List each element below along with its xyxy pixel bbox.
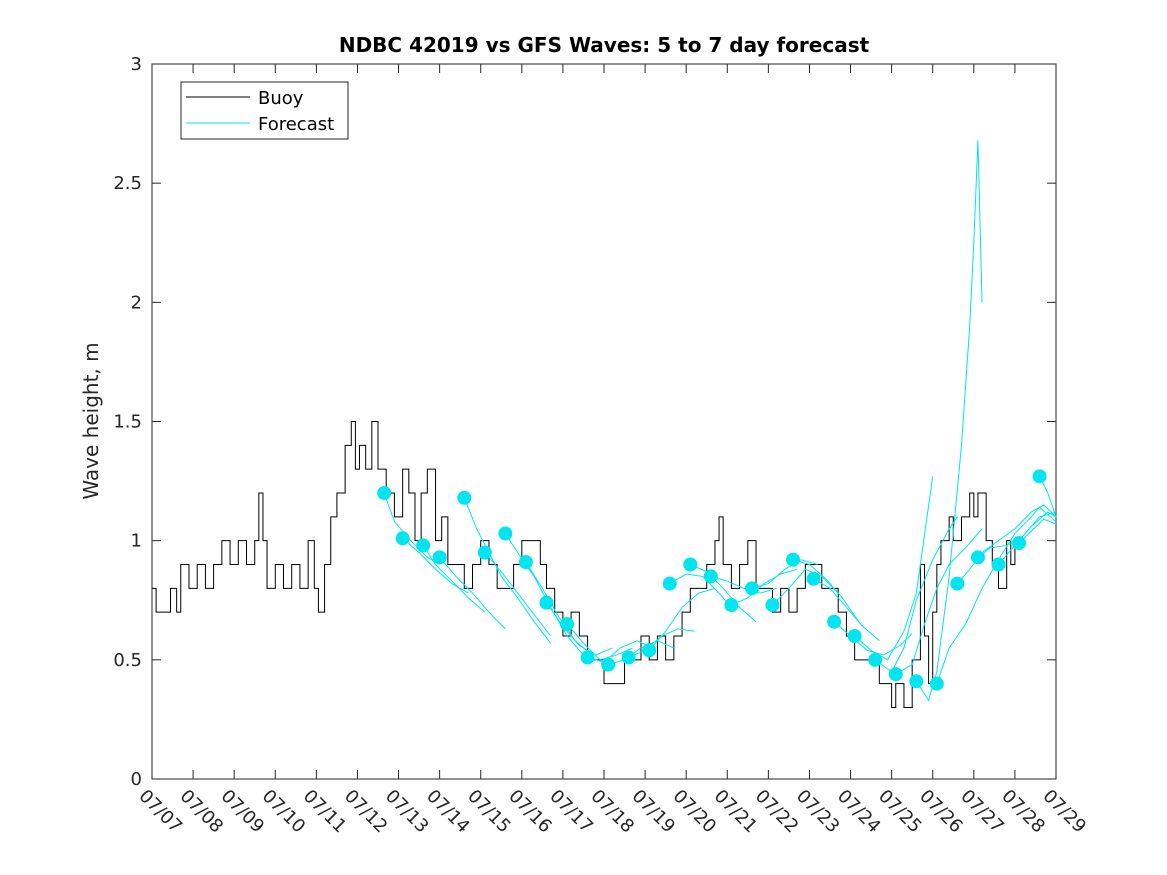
y-axis-label: Wave height, m bbox=[79, 342, 103, 499]
forecast-point bbox=[642, 643, 657, 658]
forecast-point bbox=[724, 598, 739, 613]
forecast-point bbox=[601, 657, 616, 672]
y-tick-label: 1 bbox=[131, 531, 142, 552]
forecast-point bbox=[395, 531, 410, 546]
chart-title: NDBC 42019 vs GFS Waves: 5 to 7 day fore… bbox=[339, 33, 870, 57]
forecast-point bbox=[847, 629, 862, 643]
forecast-series-line bbox=[648, 587, 716, 651]
forecast-series-line bbox=[998, 511, 1057, 565]
forecast-series-line bbox=[772, 568, 839, 606]
forecast-series-line bbox=[504, 533, 584, 656]
forecast-point bbox=[432, 550, 447, 565]
forecast-point bbox=[518, 555, 533, 570]
forecast-point bbox=[991, 557, 1006, 572]
y-tick-label: 0 bbox=[131, 769, 142, 790]
forecast-point bbox=[806, 571, 821, 586]
forecast-series-line bbox=[439, 557, 506, 630]
legend-forecast-label: Forecast bbox=[258, 114, 334, 135]
forecast-series-line bbox=[669, 573, 736, 613]
forecast-point bbox=[477, 545, 492, 560]
legend: Buoy Forecast bbox=[180, 81, 349, 140]
forecast-point bbox=[1032, 469, 1047, 484]
y-tick-label: 0.5 bbox=[113, 650, 142, 671]
forecast-series-line bbox=[525, 561, 593, 656]
forecast-series-line bbox=[566, 623, 633, 661]
forecast-series-line bbox=[915, 140, 983, 702]
forecast-point bbox=[539, 595, 554, 610]
forecast-series-line bbox=[792, 559, 860, 622]
forecast-point bbox=[416, 538, 431, 553]
forecast-point bbox=[909, 674, 924, 689]
series-layer bbox=[152, 140, 1057, 708]
forecast-series-line bbox=[751, 559, 818, 589]
forecast-series-line bbox=[854, 476, 934, 661]
forecast-point bbox=[377, 486, 392, 500]
forecast-point bbox=[970, 550, 985, 565]
forecast-series-line bbox=[383, 492, 440, 565]
legend-buoy-label: Buoy bbox=[258, 88, 304, 109]
forecast-point bbox=[868, 652, 883, 667]
forecast-series-line bbox=[731, 568, 798, 606]
forecast-point bbox=[457, 490, 472, 505]
y-tick-label: 1.5 bbox=[113, 412, 142, 433]
forecast-point bbox=[827, 614, 842, 629]
forecast-point bbox=[1012, 536, 1027, 551]
forecast-series-line bbox=[1018, 518, 1057, 544]
forecast-series-line bbox=[690, 564, 757, 623]
forecast-point bbox=[786, 552, 801, 567]
forecast-point bbox=[744, 581, 759, 596]
forecast-point bbox=[683, 557, 698, 572]
forecast-point bbox=[580, 650, 595, 665]
forecast-point bbox=[888, 667, 903, 682]
forecast-point bbox=[560, 617, 575, 632]
y-tick-label: 3 bbox=[131, 54, 142, 75]
forecast-point bbox=[703, 569, 718, 584]
y-tick-label: 2 bbox=[131, 292, 142, 313]
forecast-series-line bbox=[813, 578, 880, 642]
forecast-point bbox=[621, 650, 636, 665]
forecast-point bbox=[950, 576, 965, 591]
forecast-series-line bbox=[587, 640, 654, 663]
forecast-series-line bbox=[710, 575, 777, 594]
forecast-series-line bbox=[957, 504, 1057, 584]
forecast-point bbox=[662, 576, 677, 591]
forecast-series-line bbox=[546, 602, 613, 656]
forecast-series-line bbox=[895, 528, 983, 675]
forecast-series-line bbox=[484, 552, 551, 637]
forecast-point bbox=[765, 598, 780, 613]
forecast-series-line bbox=[463, 497, 551, 644]
forecast-series-line bbox=[607, 640, 675, 666]
legend-box bbox=[180, 81, 349, 140]
forecast-point bbox=[498, 526, 513, 541]
forecast-series-line bbox=[422, 545, 486, 613]
forecast-point bbox=[929, 676, 944, 691]
y-tick-label: 2.5 bbox=[113, 173, 142, 194]
